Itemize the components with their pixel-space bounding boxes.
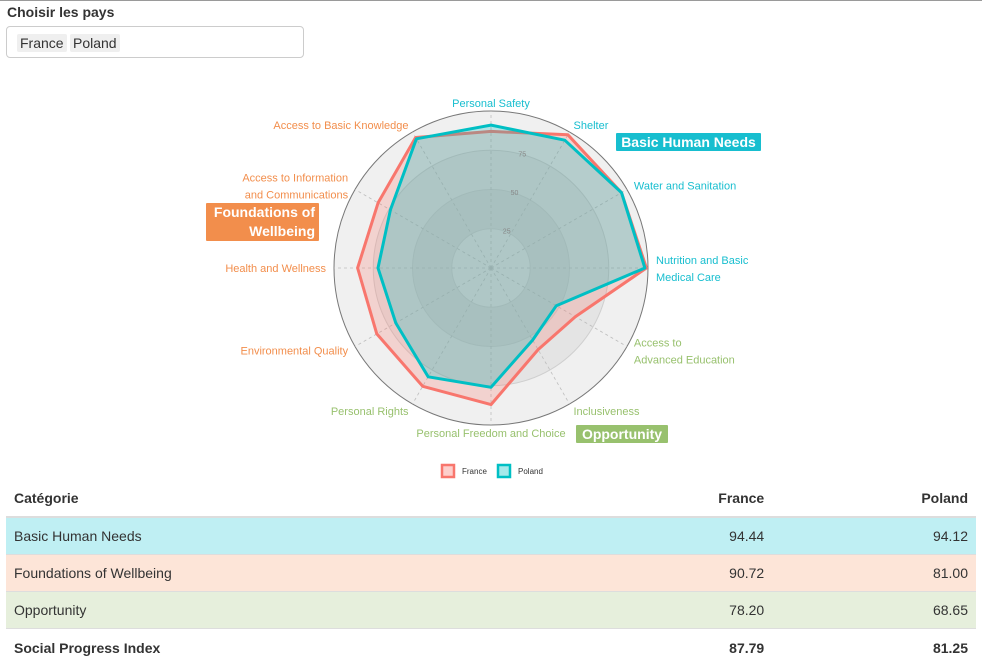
row-label: Foundations of Wellbeing [6,554,571,592]
legend-label: Poland [518,467,543,476]
total-label: Social Progress Index [6,628,571,667]
group-label: Basic Human Needs [621,134,756,150]
poland-total: 81.25 [772,628,976,667]
axis-label: Shelter [574,120,609,132]
axis-label: Personal Rights [331,406,409,418]
axis-label: Personal Safety [452,98,530,110]
legend-label: France [462,467,487,476]
table-header-row: Catégorie France Poland [6,480,976,518]
axis-label: Personal Freedom and Choice [416,428,565,440]
axis-label: Environmental Quality [240,346,348,358]
france-value: 90.72 [570,554,773,592]
radar-spoke [490,131,570,269]
radar-spoke [354,189,492,269]
row-label: Basic Human Needs [6,516,571,555]
france-total: 87.79 [570,628,773,667]
axis-label: Nutrition and Basic Medical Care [656,255,749,284]
legend-swatch-france [440,463,456,479]
group-label-box [206,203,319,241]
table-row: Opportunity 78.20 68.65 [6,591,976,629]
selected-country-chip[interactable]: France [17,34,67,52]
group-label-box [616,133,761,151]
series-area-poland [376,123,647,389]
radar-spoke [354,267,492,347]
total-row: Social Progress Index 87.79 81.25 [6,628,976,667]
table-row: Basic Human Needs 94.44 94.12 [6,516,976,555]
radar-spoke [412,267,492,405]
row-label: Opportunity [6,591,571,629]
column-header-france: France [570,480,773,518]
column-header-poland: Poland [772,480,976,518]
france-value: 94.44 [570,516,773,555]
group-label-box [576,425,668,443]
spi-table: Catégorie France Poland Basic Human Need… [6,480,976,667]
radial-tick-label: 50 [511,190,519,197]
top-divider [0,0,982,1]
group-label: Foundations of Wellbeing [214,204,315,239]
group-label: Opportunity [582,426,662,442]
poland-value: 81.00 [772,554,976,592]
selected-country-chip[interactable]: Poland [70,34,120,52]
country-select-label: Choisir les pays [7,4,115,20]
radar-spoke [412,131,492,269]
legend-swatch-poland [496,463,512,479]
poland-value: 68.65 [772,591,976,629]
radar-spoke [490,267,570,405]
table-row: Foundations of Wellbeing 90.72 81.00 [6,554,976,592]
radar-spoke [490,267,628,347]
radial-tick-label: 25 [503,229,511,236]
radar-chart: 25 50 75 Personal Safety Shelter Water and Sa… [206,98,761,479]
axis-label: Access to Information and Communications [242,173,348,202]
country-multiselect[interactable]: France Poland [6,26,304,58]
axis-label: Water and Sanitation [634,181,736,193]
radar-spoke [490,189,628,269]
column-header-category: Catégorie [6,480,571,518]
axis-label: Health and Wellness [225,263,326,275]
axis-label: Inclusiveness [574,406,641,418]
poland-value: 94.12 [772,516,976,555]
axis-label: Access to Basic Knowledge [273,120,408,132]
france-value: 78.20 [570,591,773,629]
radial-tick-label: 75 [518,152,526,159]
axis-label: Access to Advanced Education [634,338,735,367]
